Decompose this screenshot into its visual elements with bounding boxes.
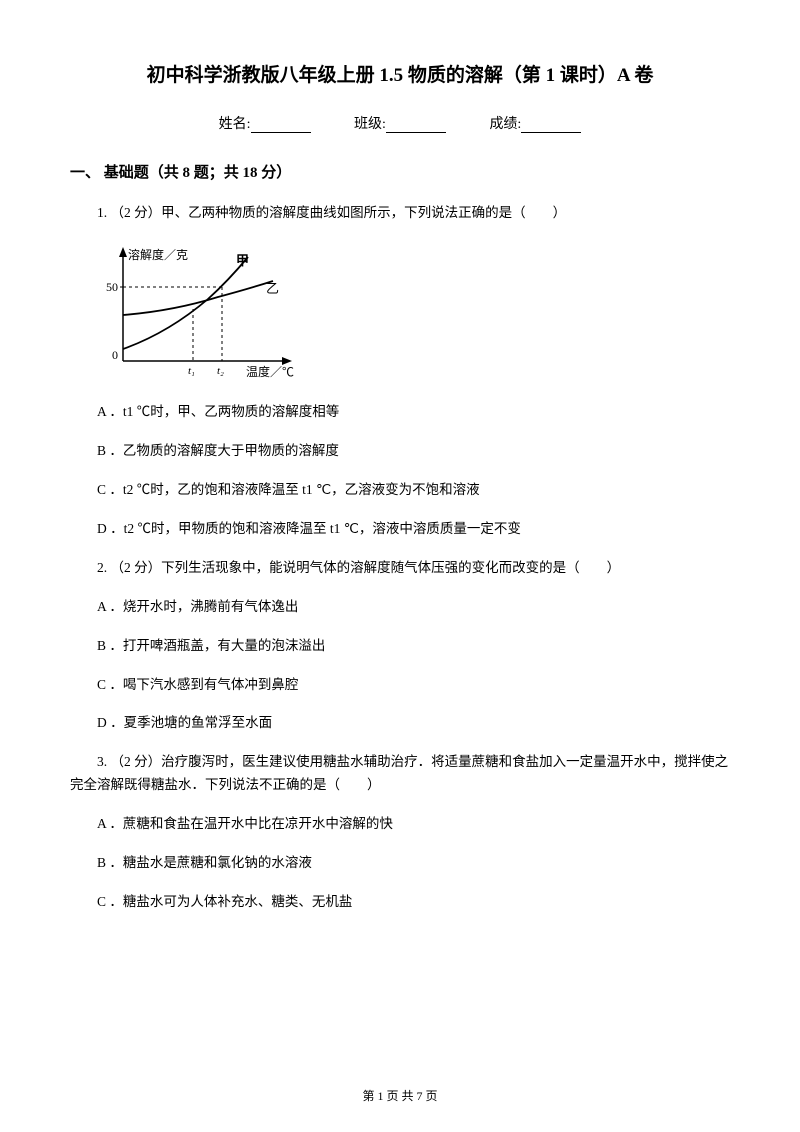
q1-option-c: C ．t2 ℃时，乙的饱和溶液降温至 t1 ℃，乙溶液变为不饱和溶液 [70, 479, 730, 502]
q3-option-a: A ．蔗糖和食盐在温开水中比在凉开水中溶解的快 [70, 813, 730, 836]
q1-stem: 1. （2 分）甲、乙两种物质的溶解度曲线如图所示，下列说法正确的是（ ） [70, 202, 730, 225]
q1-option-d: D ．t2 ℃时，甲物质的饱和溶液降温至 t1 ℃，溶液中溶质质量一定不变 [70, 518, 730, 541]
q2-option-a: A ．烧开水时，沸腾前有气体逸出 [70, 596, 730, 619]
svg-text:甲: 甲 [236, 253, 249, 268]
q3-stem: 3. （2 分）治疗腹泻时，医生建议使用糖盐水辅助治疗．将适量蔗糖和食盐加入一定… [70, 751, 730, 797]
student-info-line: 姓名: 班级: 成绩: [70, 113, 730, 133]
section-title: 基础题（共 8 题；共 18 分） [104, 165, 292, 181]
score-label: 成绩: [489, 117, 521, 132]
solubility-chart: 溶解度／克 温度／℃ 50 0 甲 乙 t₁ t₂ [98, 241, 298, 381]
q2-option-b: B ．打开啤酒瓶盖，有大量的泡沫溢出 [70, 635, 730, 658]
section-header: 一、 基础题（共 8 题；共 18 分） [70, 161, 730, 182]
page-footer: 第 1 页 共 7 页 [0, 1087, 800, 1104]
section-number: 一、 [70, 165, 100, 181]
svg-text:0: 0 [112, 348, 118, 362]
svg-text:乙: 乙 [266, 281, 279, 296]
q2-option-c: C ．喝下汽水感到有气体冲到鼻腔 [70, 674, 730, 697]
svg-text:溶解度／克: 溶解度／克 [128, 247, 188, 262]
svg-text:t₂: t₂ [217, 365, 224, 377]
name-field[interactable] [251, 117, 311, 133]
name-label: 姓名: [219, 117, 251, 132]
score-field[interactable] [521, 117, 581, 133]
svg-text:温度／℃: 温度／℃ [246, 364, 294, 379]
q3-option-b: B ．糖盐水是蔗糖和氯化钠的水溶液 [70, 852, 730, 875]
svg-text:t₁: t₁ [188, 365, 195, 377]
class-field[interactable] [386, 117, 446, 133]
class-label: 班级: [354, 117, 386, 132]
page-title: 初中科学浙教版八年级上册 1.5 物质的溶解（第 1 课时）A 卷 [70, 60, 730, 87]
q1-option-b: B ．乙物质的溶解度大于甲物质的溶解度 [70, 440, 730, 463]
q3-option-c: C ．糖盐水可为人体补充水、糖类、无机盐 [70, 891, 730, 914]
q2-stem: 2. （2 分）下列生活现象中，能说明气体的溶解度随气体压强的变化而改变的是（ … [70, 557, 730, 580]
q2-option-d: D ．夏季池塘的鱼常浮至水面 [70, 712, 730, 735]
svg-text:50: 50 [106, 280, 118, 294]
q1-option-a: A ．t1 ℃时，甲、乙两物质的溶解度相等 [70, 401, 730, 424]
